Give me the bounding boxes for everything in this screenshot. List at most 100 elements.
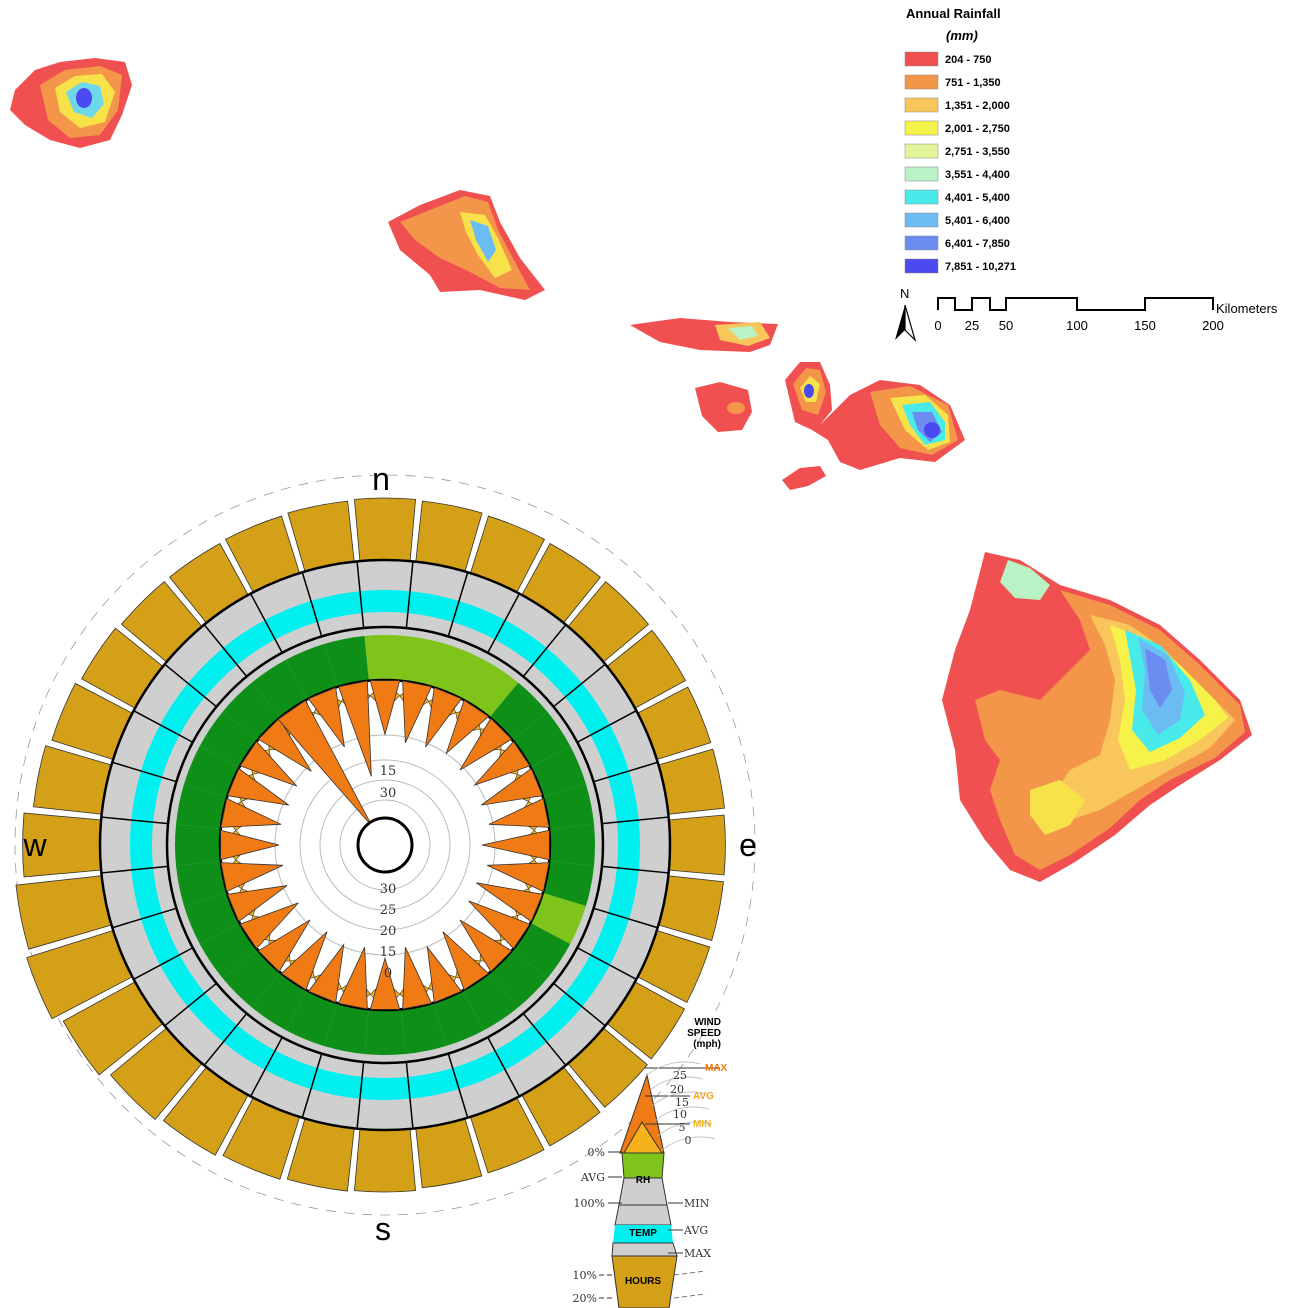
wind-max-spike	[220, 862, 283, 893]
speed-ring-label: 15	[380, 764, 397, 779]
key-speed-tick: 20	[670, 1083, 684, 1096]
sector-divider	[487, 593, 521, 654]
direction-e: e	[739, 827, 757, 863]
key-speed-tick: 10	[673, 1108, 687, 1121]
legend-swatch	[904, 143, 939, 159]
wind-max-spike	[280, 931, 328, 991]
wind-max-spike	[481, 829, 550, 861]
key-temp-max-block	[611, 1242, 678, 1257]
sector-divider	[522, 624, 567, 677]
sector-divider	[112, 761, 177, 783]
key-temp-avg-block	[613, 1225, 673, 1243]
legend-swatch	[904, 258, 939, 274]
direction-s: s	[375, 1211, 391, 1247]
legend-swatch	[904, 235, 939, 251]
wind-max-spike	[307, 943, 345, 1004]
sector-divider	[576, 947, 637, 981]
sector-divider	[553, 663, 606, 708]
wind-max-spike	[426, 945, 463, 1004]
sector-divider	[593, 761, 658, 783]
speed-ring-label: 30	[380, 786, 397, 801]
sector-divider	[522, 1013, 567, 1066]
sector-divider	[405, 1061, 414, 1129]
legend-swatch	[904, 212, 939, 228]
wind-max-spike	[488, 797, 550, 828]
sector-divider	[249, 593, 283, 654]
scale-tick-label: 100	[1066, 318, 1088, 333]
key-speed-arc	[660, 1136, 716, 1152]
key-speed-tick: 25	[673, 1069, 687, 1082]
wind-max-spike	[369, 956, 401, 1010]
sector-divider	[101, 816, 169, 825]
legend-label: 2,001 - 2,750	[945, 123, 1010, 135]
legend-swatch	[904, 166, 939, 182]
sector-divider	[203, 1013, 248, 1066]
hours-bar	[354, 497, 416, 567]
sector-divider	[101, 865, 169, 874]
sector-divider	[133, 709, 194, 743]
rh-segment	[539, 824, 595, 866]
island-maui	[785, 362, 965, 470]
key-speed-arc	[654, 1106, 710, 1122]
wind-max-spike	[473, 740, 531, 786]
sector-divider	[601, 865, 669, 874]
outer-guide-ring	[14, 474, 756, 1216]
key-temp-tick: AVG	[683, 1224, 708, 1237]
speed-ring-label: 30	[380, 882, 397, 897]
sector-divider	[447, 1053, 469, 1118]
island-kahoolawe	[782, 466, 826, 490]
legend-label: 751 - 1,350	[945, 77, 1001, 89]
wind-max-spike	[442, 931, 490, 991]
key-temp-min-block	[614, 1204, 672, 1226]
key-temp-label: TEMP	[629, 1228, 657, 1239]
sector-divider	[164, 982, 217, 1027]
wind-max-spike	[239, 740, 298, 787]
key-rh-tick: 0%	[588, 1146, 605, 1159]
wind-max-spike	[220, 797, 282, 828]
wind-max-spike	[445, 699, 490, 755]
sector-divider	[133, 947, 194, 981]
key-title-line: WIND	[694, 1017, 721, 1028]
wind-max-spike	[402, 680, 433, 743]
island-hawaii	[942, 552, 1252, 882]
scale-tick-label: 0	[934, 318, 941, 333]
legend-swatch	[904, 51, 939, 67]
sector-divider	[164, 663, 217, 708]
wind-max-spike	[481, 767, 544, 806]
speed-guide-ring	[339, 799, 431, 891]
legend-label: 6,401 - 7,850	[945, 238, 1010, 250]
key-speed-tick: 15	[675, 1096, 689, 1109]
speed-guide-ring	[299, 759, 471, 931]
wind-max-spike	[468, 900, 531, 950]
legend-label: 204 - 750	[945, 54, 991, 66]
wind-max-spike	[257, 919, 311, 973]
legend-swatch	[904, 97, 939, 113]
hours-bar	[354, 1123, 416, 1193]
rh-segment	[364, 635, 406, 691]
key-avg-label: AVG	[693, 1091, 714, 1102]
speed-guide-ring	[319, 779, 451, 911]
island-kauai	[10, 58, 132, 148]
hours-bar	[663, 814, 726, 876]
legend-label: 7,851 - 10,271	[945, 261, 1016, 273]
scale-tick-label: 25	[965, 318, 979, 333]
key-speed-arc	[645, 1061, 701, 1077]
key-hours-arc	[673, 1270, 707, 1276]
key-max-label: MAX	[705, 1063, 728, 1074]
rainfall-legend: Annual Rainfall (mm) 204 - 750 751 - 1,35…	[904, 6, 1016, 274]
sector-divider	[553, 982, 606, 1027]
key-temp-tick: MIN	[684, 1197, 710, 1210]
island-oahu	[388, 190, 545, 300]
scale-tick-label: 150	[1134, 318, 1156, 333]
north-label: N	[900, 286, 909, 301]
rose-center	[356, 816, 414, 874]
wind-max-spike	[226, 885, 288, 923]
scale-bar: N Kilometers 0 25 50 100 150 200	[895, 286, 1278, 343]
wind-max-spike	[226, 767, 289, 806]
legend-label: 4,401 - 5,400	[945, 192, 1010, 204]
key-speed-arc	[651, 1091, 707, 1107]
key-temp-tick: MAX	[684, 1247, 711, 1260]
